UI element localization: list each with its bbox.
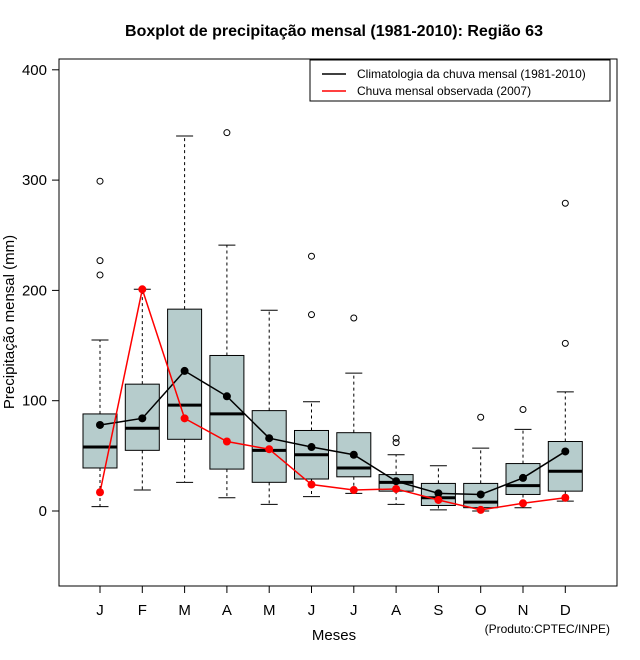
box-6 [294, 252, 329, 498]
outlier-point [96, 177, 104, 185]
series-2-point [519, 499, 527, 508]
legend-label-observed: Chuva mensal observada (2007) [357, 84, 531, 98]
boxes-group [82, 129, 583, 512]
outlier-point [308, 252, 315, 260]
credit-text: (Produto:CPTEC/INPE) [485, 622, 610, 636]
x-tick-label: O [475, 602, 487, 619]
legend: Climatologia da chuva mensal (1981-2010)… [309, 59, 611, 102]
y-tick-label: 400 [22, 62, 47, 79]
series-2-point [392, 484, 401, 493]
x-tick-label: J [96, 602, 104, 619]
series-1-point [476, 490, 485, 499]
series-1-point [96, 420, 104, 429]
series-2-point [96, 488, 104, 497]
chart-title: Boxplot de precipitação mensal (1981-201… [125, 23, 543, 40]
box-7 [336, 314, 372, 494]
outlier-point [561, 339, 569, 347]
box-12 [547, 199, 583, 502]
series-2-point [434, 495, 443, 504]
outlier-point [350, 314, 358, 322]
outlier-point [392, 434, 400, 442]
x-tick-label: D [560, 602, 571, 619]
x-tick-label: F [138, 602, 147, 619]
series-2-point [307, 480, 316, 489]
box-11 [505, 406, 541, 509]
box-4 [209, 129, 245, 499]
series-1-point [349, 450, 358, 459]
box-iqr [209, 354, 245, 470]
series-1-point [180, 366, 189, 375]
outlier-point [308, 311, 315, 319]
legend-box [309, 59, 611, 102]
series-2-point [349, 486, 358, 495]
outlier-point [561, 199, 569, 207]
series-group [96, 285, 570, 514]
y-tick-label: 0 [39, 503, 47, 520]
box-5 [251, 309, 287, 505]
series-1-point [265, 434, 274, 443]
x-tick-label: M [263, 602, 276, 619]
outlier-point [96, 271, 104, 279]
x-tick-label: S [433, 602, 443, 619]
series-2-point [222, 437, 231, 446]
box-1 [82, 177, 118, 508]
series-1-point [138, 414, 147, 423]
y-axis-label: Precipitação mensal (mm) [1, 235, 18, 409]
series-1-point [307, 443, 316, 452]
series-2-point [265, 445, 274, 454]
x-tick-label: J [350, 602, 358, 619]
x-tick-label: A [222, 602, 232, 619]
y-tick-label: 300 [22, 172, 47, 189]
outlier-point [392, 439, 400, 447]
series-2-point [180, 414, 189, 423]
outlier-point [519, 406, 527, 414]
y-tick-label: 200 [22, 282, 47, 299]
outlier-point [223, 129, 231, 137]
box-3 [167, 135, 203, 483]
series-1-point [222, 392, 231, 401]
x-axis-label: Meses [312, 627, 356, 644]
x-tick-label: J [308, 602, 316, 619]
series-line-2 [99, 286, 566, 511]
series-1-point [392, 477, 401, 486]
x-tick-label: A [391, 602, 401, 619]
y-axis: 0 100 200 300 400 [22, 62, 60, 520]
outlier-point [96, 257, 104, 265]
outlier-point [477, 413, 485, 421]
series-2-point [561, 493, 570, 502]
x-tick-label: N [518, 602, 529, 619]
x-tick-label: M [178, 602, 191, 619]
y-tick-label: 100 [22, 393, 47, 410]
series-1-point [561, 447, 570, 456]
series-1-point [434, 489, 443, 498]
series-line-1 [99, 369, 566, 496]
series-2-point [476, 505, 485, 514]
box-8 [378, 434, 414, 505]
box-2 [124, 288, 160, 491]
legend-label-climatology: Climatologia da chuva mensal (1981-2010) [357, 67, 586, 81]
series-2-point [138, 285, 147, 294]
box-10 [463, 413, 499, 512]
series-1-point [519, 473, 527, 482]
